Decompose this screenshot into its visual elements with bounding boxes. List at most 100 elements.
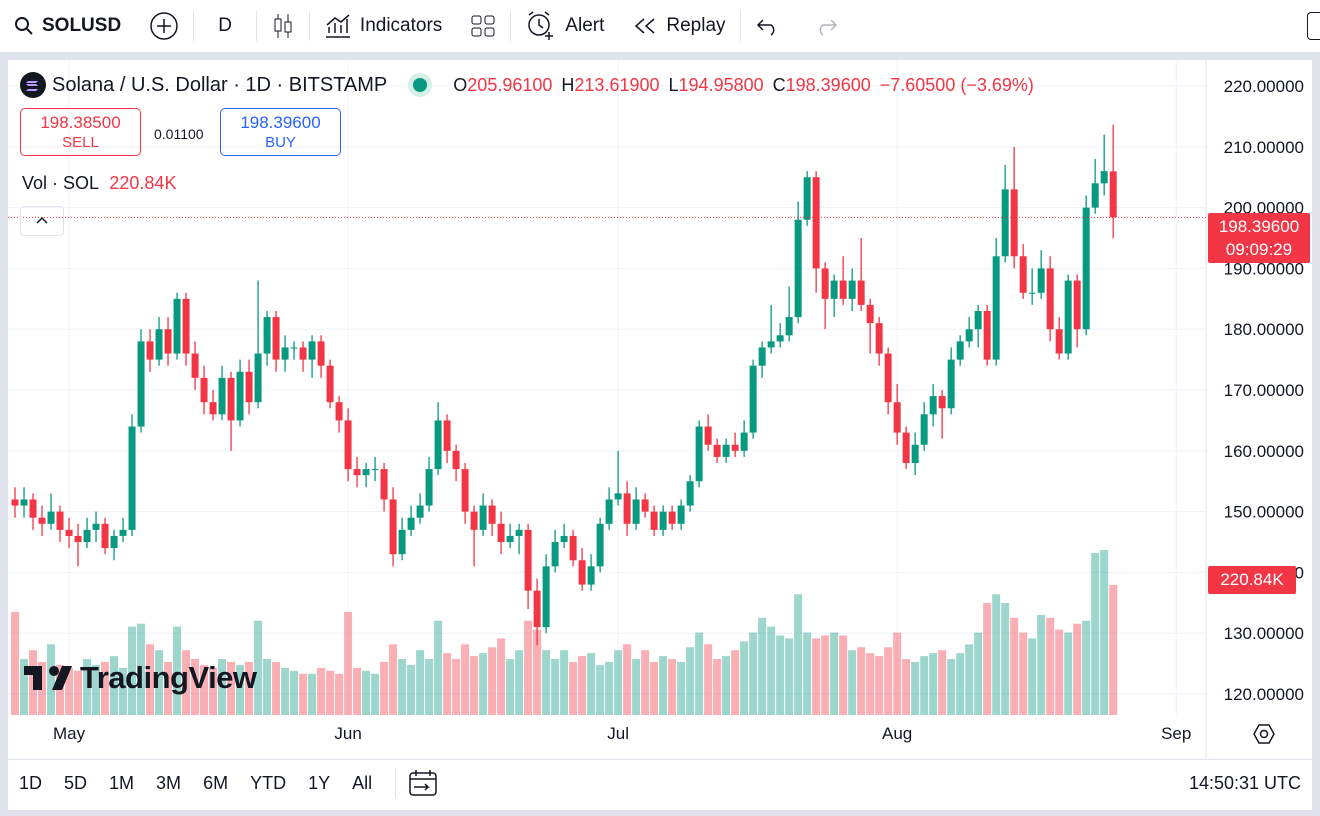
volume-bar [308,673,317,715]
volume-bar [938,650,947,715]
indicators-icon [325,14,350,38]
layouts[interactable] [456,0,510,52]
sell-button[interactable]: 198.38500 SELL [20,108,141,156]
volume-bar [227,661,236,715]
volume-bar [794,594,803,715]
candle-body [893,402,901,433]
candle-body [920,414,928,445]
x-tick-label: Jul [607,724,629,743]
range-button[interactable]: YTD [250,772,287,793]
candle-body [56,511,64,530]
candle-body [614,493,622,500]
volume-bar [605,661,614,715]
indicators[interactable]: Indicators [310,0,456,52]
range-button[interactable]: All [352,772,373,793]
volume-bar [758,617,767,715]
alert[interactable]: Alert [511,0,618,52]
x-tick-label: Jun [334,724,361,743]
y-tick-label: 160.00000 [1224,442,1304,461]
volume-bar [398,659,407,715]
volume-bar [623,644,632,715]
watermark: TradingView [24,660,257,696]
candle-body [605,499,613,524]
redo[interactable] [797,0,853,52]
candle-body [812,177,820,269]
candle-body [776,335,784,342]
candle-body [758,347,766,366]
candle-body [947,359,955,409]
divider [8,759,1312,760]
range-button[interactable]: 1M [109,772,135,793]
settings-icon[interactable] [1252,722,1276,746]
candle-body [425,469,433,506]
range-button[interactable]: 1Y [308,772,331,793]
volume-bar [1001,603,1010,715]
collapse-button[interactable] [20,206,64,236]
volume-bar [965,644,974,715]
volume-bar [1109,584,1118,715]
solana-logo [20,72,46,98]
volume-bar [884,647,893,715]
buy-button[interactable]: 198.39600 BUY [220,108,341,156]
range-button[interactable]: 1D [19,772,43,793]
volume-bar [1082,620,1091,715]
interval-label: D [218,15,232,36]
candle-body [596,523,604,567]
volume-bar [893,632,902,715]
candle-body [785,317,793,336]
candle-body [1082,207,1090,330]
chart-panel: 120.00000130.00000140.00000150.00000160.… [8,60,1312,810]
candle-body [587,566,595,585]
y-tick-label: 200.00000 [1224,199,1304,218]
candle-body [1046,268,1054,330]
range-button[interactable]: 6M [203,772,229,793]
bottom-bar: 1D 5D 1M 3M 6M YTD 1Y All 14:50:31 UTC [8,760,1312,806]
date-range-icon[interactable] [408,769,438,797]
volume-bar [1046,617,1055,715]
volume-bar [1064,632,1073,715]
volume-bar [236,664,245,715]
candle-body [209,402,217,415]
volume-bar [596,664,605,715]
candle-body [479,505,487,530]
range-button[interactable]: 3M [156,772,182,793]
volume-bar [1019,632,1028,715]
candle-body [398,529,406,555]
x-tick-label: Sep [1161,724,1191,743]
indicators-label: Indicators [359,15,443,36]
candle-body [632,499,640,524]
volume-bar [47,644,56,715]
volume-bar [380,661,389,715]
volume-bar [101,661,110,715]
volume-bar [65,667,74,715]
y-tick-label: 120.00000 [1224,685,1304,704]
symbol-search[interactable]: SOLUSD [0,0,135,52]
candle-body [326,365,334,403]
volume-bar [731,650,740,715]
volume-bar [290,670,299,715]
volume-bar [560,650,569,715]
candle-body [182,298,190,354]
panel-toggle[interactable] [1307,12,1320,40]
compare[interactable] [135,0,193,52]
volume-bar [1037,614,1046,715]
volume-bar [1091,553,1100,715]
interval[interactable]: D [194,0,256,52]
candle-body [317,341,325,366]
y-tick-label: 170.00000 [1224,381,1304,400]
candle-body [173,298,181,354]
volume-bar [992,594,1001,715]
candle-body [1010,189,1018,257]
candle-body [704,426,712,445]
chart-type[interactable] [257,0,309,52]
x-tick-label: May [53,724,86,743]
replay[interactable]: Replay [618,0,739,52]
candle-body [20,499,28,506]
buy-label: BUY [265,134,296,151]
range-button[interactable]: 5D [64,772,88,793]
candle-body [164,329,172,354]
candle-body [965,329,973,342]
undo[interactable] [741,0,797,52]
volume-bar [245,661,254,715]
separator [308,11,310,41]
